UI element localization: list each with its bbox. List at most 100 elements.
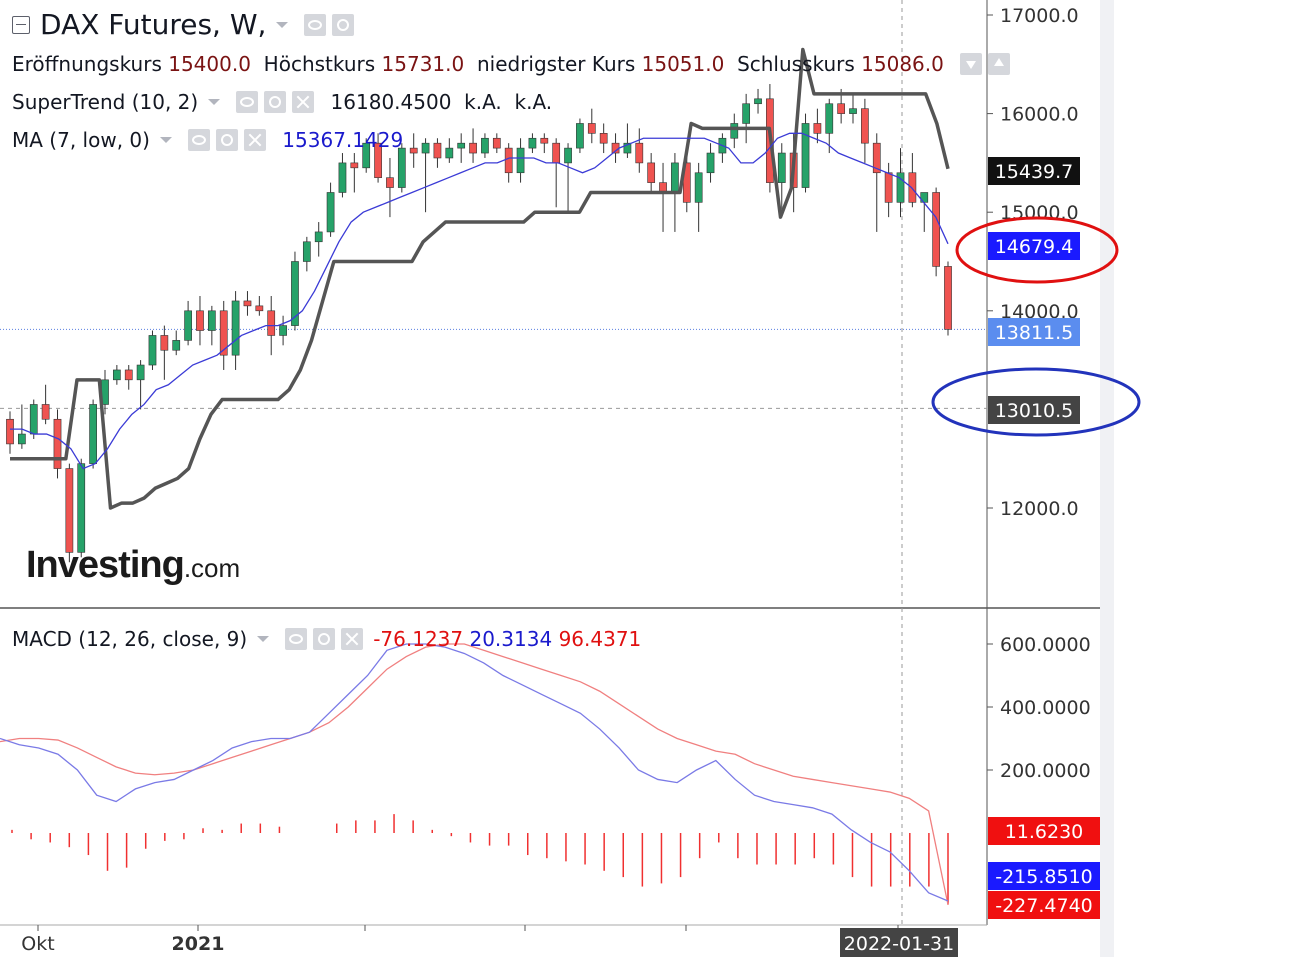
candle-body — [279, 325, 287, 336]
supertrend-line — [10, 47, 950, 510]
candle-body — [552, 142, 561, 164]
macd-pane: 600.0000 400.0000 200.0000 11.6230 -215.8510… — [0, 634, 1100, 919]
supertrend-extra-2: k.A. — [514, 90, 553, 114]
candle-body — [801, 123, 810, 188]
gear-icon[interactable] — [313, 628, 336, 650]
macd-value-box — [988, 862, 1100, 890]
price-label-box — [988, 318, 1080, 346]
candle-body — [861, 108, 869, 144]
price-label-text: 15439.7 — [995, 161, 1074, 183]
candle-body — [219, 310, 228, 356]
candlestick-series — [6, 84, 952, 563]
gear-icon[interactable] — [332, 13, 355, 36]
macd-label: MACD (12, 26, close, 9) — [12, 627, 248, 651]
candle-body — [89, 404, 97, 464]
close-icon[interactable] — [243, 129, 266, 151]
candle-body — [635, 142, 644, 164]
ohlc-open-label: Eröffnungskurs — [12, 52, 162, 76]
eye-icon[interactable] — [285, 628, 308, 650]
investing-logo: Investing.com — [26, 544, 240, 587]
arrow-up-icon[interactable] — [987, 53, 1010, 75]
candle-body — [53, 418, 62, 469]
gear-icon[interactable] — [215, 129, 238, 151]
eye-icon[interactable] — [304, 13, 327, 36]
ma-label: MA (7, low, 0) — [12, 128, 150, 152]
candle-body — [184, 310, 192, 341]
candle-body — [730, 123, 739, 139]
candle-body — [18, 433, 26, 445]
eye-icon[interactable] — [187, 129, 210, 151]
ma-line — [10, 132, 949, 470]
candle-body — [326, 192, 335, 233]
indicator-lines — [10, 47, 950, 510]
candle-body — [896, 172, 905, 203]
price-tick-label: 14000.0 — [1000, 301, 1079, 323]
macd-value-text: -227.4740 — [995, 895, 1093, 917]
close-icon[interactable] — [341, 628, 364, 650]
candle-body — [207, 310, 216, 331]
candle-body — [255, 305, 264, 312]
candle-body — [160, 335, 169, 351]
price-label-text: 13811.5 — [995, 322, 1074, 344]
candle-body — [492, 137, 501, 149]
macd-signal-line — [0, 643, 949, 905]
price-axis: 17000.016000.015000.014000.012000.015439… — [21, 5, 1080, 957]
candle-body — [374, 142, 382, 178]
macd-value-box — [988, 817, 1100, 845]
candle-body — [944, 266, 952, 330]
candle-body — [231, 300, 240, 356]
price-label-text: 13010.5 — [995, 400, 1074, 422]
candle-body — [65, 468, 74, 553]
collapse-icon[interactable] — [12, 15, 30, 34]
macd-value-box — [988, 891, 1100, 919]
annotations — [931, 216, 1141, 437]
macd-line — [0, 643, 949, 902]
ohlc-close-label: Schlusskurs — [737, 52, 855, 76]
candle-body — [243, 300, 252, 307]
ohlc-high-value: 15731.0 — [381, 52, 465, 76]
arrow-down-icon[interactable] — [959, 53, 982, 75]
candle-body — [136, 364, 145, 381]
candle-body — [124, 369, 133, 381]
candle-body — [469, 142, 477, 154]
candle-body — [350, 162, 359, 169]
candle-body — [302, 241, 311, 262]
price-tick-label: 16000.0 — [1000, 104, 1079, 126]
macd-line-value: 20.3134 — [469, 627, 553, 651]
chevron-down-icon[interactable] — [276, 21, 289, 28]
macd-hist-value: -76.1237 — [373, 627, 464, 651]
logo-main: Investing — [26, 544, 185, 586]
macd-tick-label: 200.0000 — [1000, 760, 1091, 782]
candle-body — [884, 172, 893, 203]
candle-body — [540, 137, 549, 144]
candle-body — [148, 335, 157, 366]
close-icon[interactable] — [292, 91, 315, 113]
candle-body — [837, 103, 846, 114]
candle-body — [6, 418, 14, 445]
candle-body — [409, 147, 418, 154]
eye-icon[interactable] — [236, 91, 259, 113]
candle-body — [338, 162, 347, 193]
chevron-down-icon[interactable] — [159, 137, 172, 143]
crosshair-date-box — [840, 928, 958, 957]
candle-body — [754, 98, 762, 105]
gear-icon[interactable] — [264, 91, 287, 113]
blue-circle-annotation — [931, 367, 1141, 437]
chevron-down-icon[interactable] — [208, 99, 221, 105]
supertrend-extra-1: k.A. — [464, 90, 502, 114]
candle-body — [386, 177, 394, 188]
candle-body — [397, 147, 406, 188]
ohlc-low-value: 15051.0 — [641, 52, 725, 76]
time-tick-label: 2021 — [172, 933, 225, 955]
candle-body — [362, 142, 371, 169]
candle-body — [576, 123, 584, 149]
candle-body — [813, 123, 822, 134]
candle-body — [314, 231, 323, 243]
chevron-down-icon[interactable] — [257, 636, 270, 642]
macd-legend: MACD (12, 26, close, 9) -76.1237 20.3134… — [12, 627, 641, 651]
candle-body — [647, 162, 656, 183]
candle-body — [671, 162, 679, 193]
candle-body — [172, 340, 181, 351]
price-label-box — [988, 157, 1080, 185]
